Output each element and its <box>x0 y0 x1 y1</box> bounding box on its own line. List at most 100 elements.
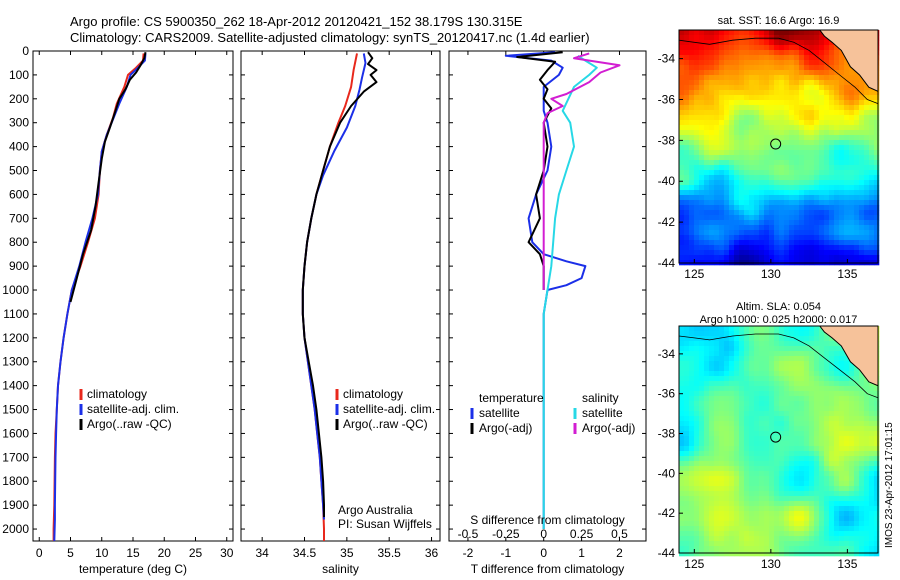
map-cell <box>804 70 810 76</box>
map-cell <box>854 491 860 497</box>
map-cell <box>759 245 765 251</box>
map-cell <box>824 366 830 372</box>
map-cell <box>704 411 710 417</box>
map-cell <box>874 461 880 467</box>
map-cell <box>804 456 810 462</box>
map-cell <box>739 486 745 492</box>
map-cell <box>869 225 875 231</box>
map-cell <box>779 100 785 106</box>
map-cell <box>834 230 840 236</box>
map-cell <box>679 145 685 151</box>
map-cell <box>744 75 750 81</box>
map-cell <box>704 381 710 387</box>
map-cell <box>689 461 695 467</box>
map-cell <box>869 245 875 251</box>
map-cell <box>714 331 720 337</box>
map-cell <box>829 546 835 552</box>
map-cell <box>704 55 710 61</box>
map-cell <box>774 115 780 121</box>
map-cell <box>864 496 870 502</box>
map-cell <box>814 85 820 91</box>
map-cell <box>704 361 710 367</box>
map-cell <box>724 471 730 477</box>
map-cell <box>809 30 815 36</box>
map-cell <box>789 326 795 332</box>
map-cell <box>689 30 695 36</box>
map-cell <box>839 376 845 382</box>
map-cell <box>719 366 725 372</box>
map-cell <box>869 180 875 186</box>
map-cell <box>864 406 870 412</box>
map-cell <box>804 466 810 472</box>
map-cell <box>729 165 735 171</box>
map-cell <box>874 210 880 216</box>
map-cell <box>754 346 760 352</box>
legend-label: satellite-adj. clim. <box>87 402 179 416</box>
map-cell <box>829 165 835 171</box>
map-cell <box>779 551 785 557</box>
map-cell <box>839 526 845 532</box>
map-cell <box>714 130 720 136</box>
map-cell <box>789 466 795 472</box>
map-cell <box>864 411 870 417</box>
map-cell <box>814 481 820 487</box>
map-cell <box>784 155 790 161</box>
map-cell <box>709 205 715 211</box>
map-cell <box>754 541 760 547</box>
map-cell <box>684 486 690 492</box>
map-cell <box>694 195 700 201</box>
map-cell <box>874 140 880 146</box>
map-cell <box>759 491 765 497</box>
map-cell <box>699 516 705 522</box>
map-cell <box>694 50 700 56</box>
map-cell <box>754 75 760 81</box>
map-cell <box>704 245 710 251</box>
map-cell <box>739 411 745 417</box>
map-cell <box>864 85 870 91</box>
map-cell <box>819 135 825 141</box>
map-cell <box>829 125 835 131</box>
map-cell <box>739 461 745 467</box>
map-cell <box>734 80 740 86</box>
map-cell <box>814 401 820 407</box>
map-cell <box>714 351 720 357</box>
map-cell <box>854 386 860 392</box>
map-cell <box>834 170 840 176</box>
map-cell <box>829 406 835 412</box>
map-cell <box>874 386 880 392</box>
map-cell <box>794 45 800 51</box>
map-cell <box>679 366 685 372</box>
map-cell <box>854 140 860 146</box>
map-cell <box>779 150 785 156</box>
map-cell <box>789 35 795 41</box>
map-cell <box>874 90 880 96</box>
map-cell <box>809 471 815 477</box>
map-cell <box>759 406 765 412</box>
map-cell <box>859 220 865 226</box>
map-cell <box>789 60 795 66</box>
map-cell <box>784 245 790 251</box>
map-cell <box>849 100 855 106</box>
map-cell <box>869 110 875 116</box>
map-cell <box>689 451 695 457</box>
y-tick-label: 600 <box>9 187 29 201</box>
map-cell <box>684 185 690 191</box>
map-cell <box>684 516 690 522</box>
map-cell <box>679 90 685 96</box>
map-cell <box>759 481 765 487</box>
map-cell <box>819 446 825 452</box>
map-cell <box>834 125 840 131</box>
map-cell <box>694 541 700 547</box>
map-cell <box>789 366 795 372</box>
map-cell <box>679 55 685 61</box>
map-cell <box>774 125 780 131</box>
map-cell <box>874 406 880 412</box>
map-cell <box>679 190 685 196</box>
map-cell <box>724 466 730 472</box>
map-cell <box>854 185 860 191</box>
map-cell <box>774 496 780 502</box>
map-cell <box>689 145 695 151</box>
map-cell <box>809 115 815 121</box>
map-cell <box>699 476 705 482</box>
map-cell <box>769 506 775 512</box>
